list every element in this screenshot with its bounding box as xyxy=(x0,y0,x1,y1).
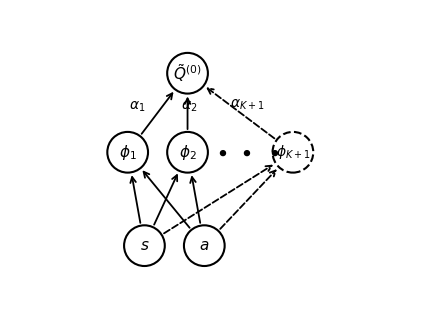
Text: $\phi_2$: $\phi_2$ xyxy=(179,143,196,162)
Circle shape xyxy=(167,132,208,173)
Circle shape xyxy=(273,132,313,173)
Text: $\bullet\;\bullet\;\bullet$: $\bullet\;\bullet\;\bullet$ xyxy=(215,142,280,162)
Text: $\alpha_1$: $\alpha_1$ xyxy=(129,100,146,114)
Text: $\alpha_2$: $\alpha_2$ xyxy=(181,100,197,114)
Circle shape xyxy=(107,132,148,173)
Text: $s$: $s$ xyxy=(140,238,149,253)
Circle shape xyxy=(167,53,208,94)
Text: $a$: $a$ xyxy=(199,238,209,253)
Text: $\phi_{K+1}$: $\phi_{K+1}$ xyxy=(276,143,310,161)
Circle shape xyxy=(124,225,165,266)
Text: $\tilde{Q}^{(0)}$: $\tilde{Q}^{(0)}$ xyxy=(173,62,202,84)
Text: $\phi_1$: $\phi_1$ xyxy=(119,143,137,162)
Circle shape xyxy=(184,225,225,266)
Text: $\alpha_{K+1}$: $\alpha_{K+1}$ xyxy=(230,97,265,112)
